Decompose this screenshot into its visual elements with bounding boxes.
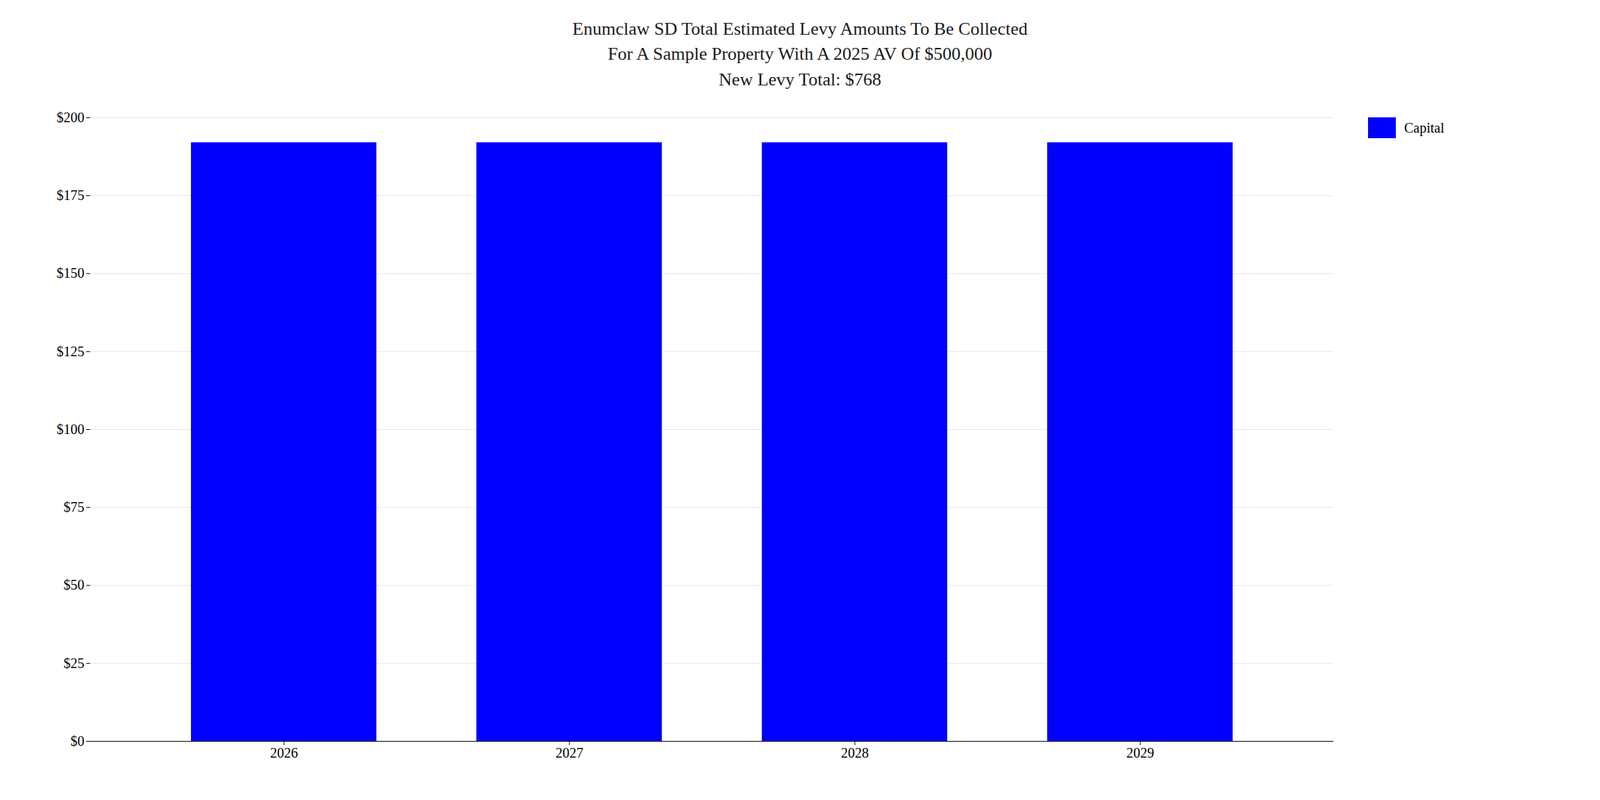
- svg-text:$50: $50: [63, 577, 85, 594]
- svg-text:2028: 2028: [840, 745, 869, 761]
- svg-text:$200: $200: [56, 109, 85, 125]
- svg-text:2026: 2026: [270, 745, 298, 761]
- svg-text:$75: $75: [63, 499, 85, 515]
- svg-text:2029: 2029: [1126, 745, 1155, 761]
- svg-text:$0: $0: [70, 733, 85, 749]
- svg-text:$100: $100: [56, 421, 85, 437]
- svg-text:$25: $25: [63, 655, 85, 671]
- html-text:Capital: Capital: [1404, 119, 1445, 136]
- svg-text:$175: $175: [56, 187, 85, 203]
- svg-text:$150: $150: [56, 265, 85, 282]
- svg-text:2027: 2027: [555, 745, 584, 761]
- svg-text:$125: $125: [56, 343, 85, 360]
- html-text:Enumclaw SD Total Estimated Le: Enumclaw SD Total Estimated Levy Amounts…: [572, 18, 1028, 90]
